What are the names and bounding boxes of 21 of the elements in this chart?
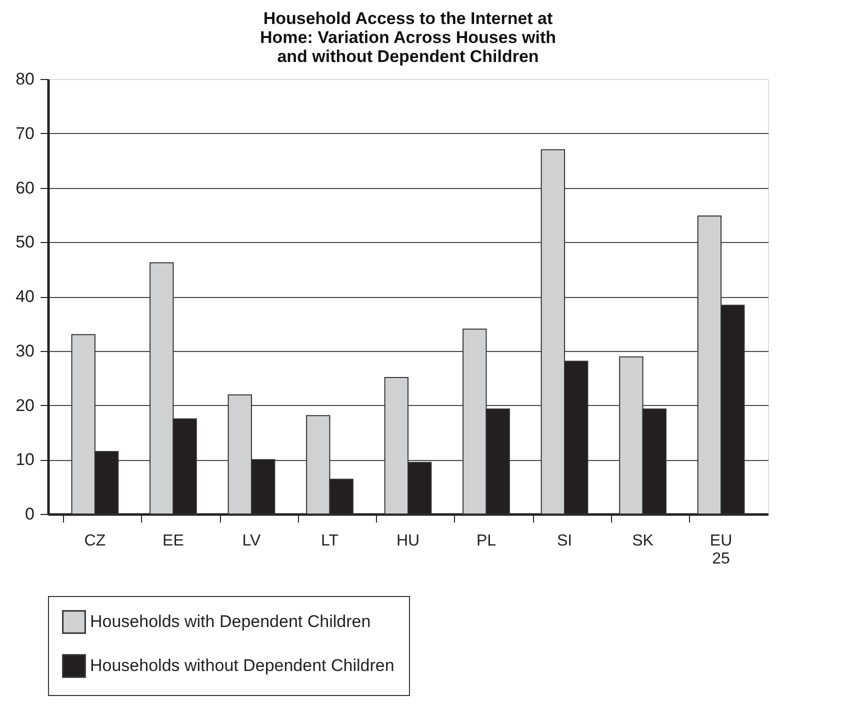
y-tick-label: 30 xyxy=(16,341,34,360)
chart-title: Household Access to the Internet at Home: Variation Across Houses with and without Dependent Children xyxy=(260,9,556,66)
x-tick-label: LV xyxy=(242,532,261,550)
y-tick-label: 50 xyxy=(16,232,34,252)
x-tick-label: PL xyxy=(476,532,496,550)
x-tick-label: LT xyxy=(320,532,339,550)
legend-label: Households with Dependent Children xyxy=(90,612,371,631)
y-tick-label: 0 xyxy=(25,504,34,524)
x-tick-label: EE xyxy=(162,532,184,550)
y-tick-label: 10 xyxy=(16,450,34,470)
y-tick-label: 70 xyxy=(16,124,34,143)
y-tick-label: 60 xyxy=(16,178,34,198)
x-tick-label: EU 25 xyxy=(710,532,732,568)
y-tick-label: 80 xyxy=(16,70,34,88)
x-tick-label: HU xyxy=(396,532,420,550)
y-tick-label: 40 xyxy=(16,287,34,306)
x-tick-label: CZ xyxy=(84,532,106,550)
x-tick-label: SK xyxy=(632,532,654,550)
x-tick-label: SI xyxy=(556,532,572,550)
legend-label: Households without Dependent Children xyxy=(90,656,394,675)
y-tick-label: 20 xyxy=(16,396,34,415)
